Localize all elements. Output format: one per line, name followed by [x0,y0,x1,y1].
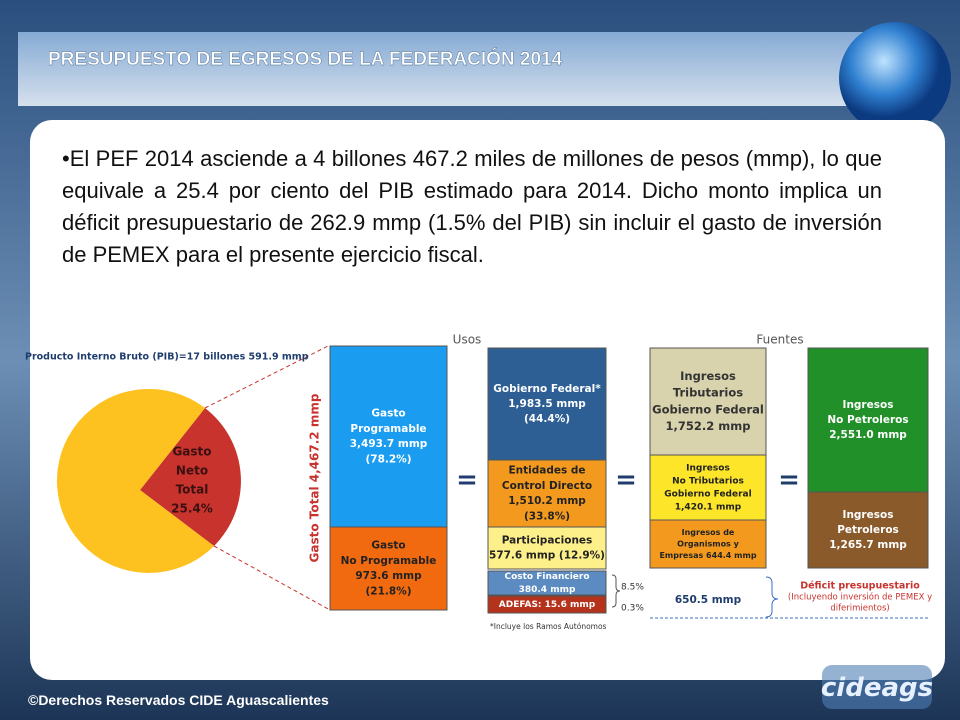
box-text: Tributarios [673,386,743,400]
equals: = [778,465,800,495]
header-bar [18,32,868,106]
section-label: Fuentes [756,333,803,347]
gap-value: 650.5 mmp [675,594,742,606]
box [329,526,448,611]
paragraph: •El PEF 2014 asciende a 4 billones 467.2… [62,146,882,267]
box-text: 973.6 mmp [355,570,422,582]
pie-slice-label: Neto [176,464,208,478]
box-text: Participaciones [502,534,593,546]
box-text: 1,420.1 mmp [675,503,742,513]
box-text: 2,551.0 mmp [829,429,907,441]
box [487,526,607,570]
box-text: No Tributarios [672,476,744,486]
total-label: Gasto Total 4,467.2 mmp [308,393,322,562]
side-label: 0.3% [621,604,644,614]
box-text: Ingresos [686,463,730,473]
box [649,454,767,521]
box-text: 577.6 mmp (12.9%) [489,550,605,562]
connector [204,344,331,409]
box-text: Entidades de [508,465,585,477]
pie-rest [56,388,214,573]
box-text: No Petroleros [827,414,908,426]
box-text: Organismos y [677,540,739,549]
box-text: (78.2%) [365,453,411,465]
note: *Incluye los Ramos Autónomos [490,622,607,631]
box-text: Ingresos [843,399,894,411]
box-text: Petroleros [837,524,899,536]
box-text: (21.8%) [365,585,411,597]
box [807,491,929,569]
box [649,519,767,569]
section-label: Usos [453,333,482,347]
title: PRESUPUESTO DE EGRESOS DE LA FEDERACIÓN … [48,48,563,70]
box-text: Ingresos de [682,528,735,537]
box-text: Programable [350,423,426,435]
box-text: Empresas 644.4 mmp [659,551,756,560]
deficit-label: (Incluyendo inversión de PEMEX y [788,592,932,603]
box-text: Control Directo [502,480,592,492]
box [487,570,607,596]
box-text: Gasto [371,540,405,552]
deficit-label: diferimientos) [830,604,889,614]
pie-slice [140,408,241,546]
box-text: 1,983.5 mmp [508,398,586,410]
connector [213,545,331,611]
pie-slice-label: Total [176,483,209,497]
box-text: (33.8%) [524,510,570,522]
pie-slice-label: Gasto [172,445,211,459]
equals: = [456,465,478,495]
pie-slice-label: 25.4% [171,502,213,516]
box-text: ADEFAS: 15.6 mmp [499,600,596,610]
box-text: 3,493.7 mmp [350,438,428,450]
box-text: (44.4%) [524,413,570,425]
box-text: Ingresos [680,369,736,383]
equals: = [615,465,637,495]
box-text: Gasto [371,408,405,420]
box-text: 1,510.2 mmp [508,495,586,507]
copyright: ©Derechos Reservados CIDE Aguascalientes [28,692,329,708]
logo: cideags [821,673,933,703]
box-text: 1,265.7 mmp [829,539,907,551]
box-text: Ingresos [843,509,894,521]
box [649,347,767,456]
box [487,347,607,461]
box-text: 1,752.2 mmp [666,419,751,433]
box [487,459,607,528]
pie-label: Producto Interno Bruto (PIB)=17 billones… [25,352,309,363]
box-text: Gobierno Federal* [493,383,601,395]
box-text: Gobierno Federal [652,402,764,416]
brace [765,576,779,618]
box-text: Costo Financiero [504,572,589,582]
box-text: No Programable [341,555,437,567]
brace [611,574,621,608]
box-text: 380.4 mmp [519,585,576,595]
box-text: Gobierno Federal [664,490,751,500]
box [487,595,607,614]
deficit-label: Déficit presupuestario [800,581,920,592]
globe [839,22,951,134]
side-label: 8.5% [621,583,644,593]
box [807,347,929,493]
box [329,345,448,528]
logo-bg [822,665,932,709]
